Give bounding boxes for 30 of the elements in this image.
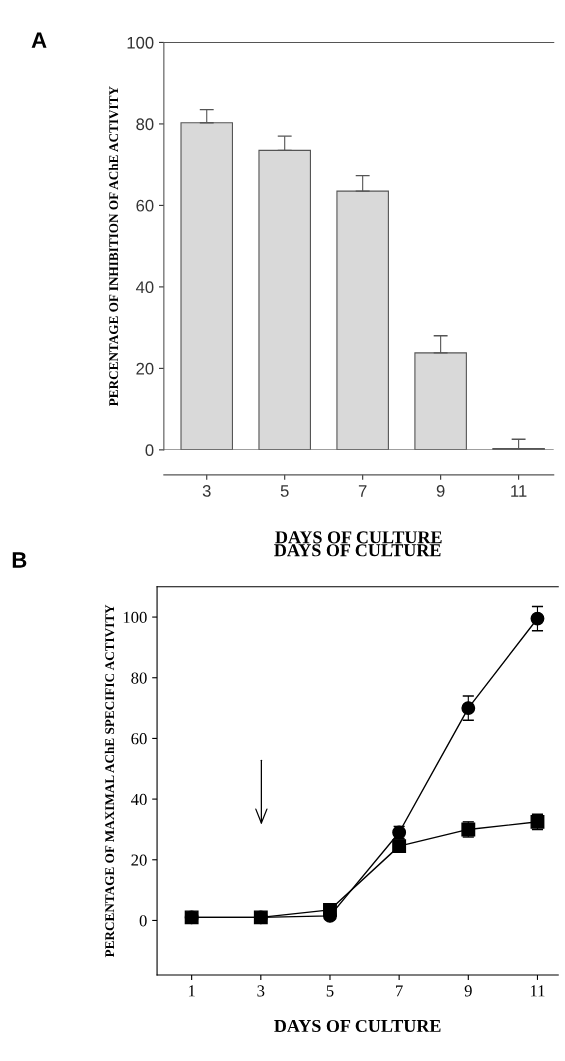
x-tick-label: 7 [358,485,367,497]
text: B [12,552,27,568]
x-tick-label: 11 [530,985,545,997]
y-axis-title: PERCENTAGE OF MAXIMAL AChE SPECIFIC ACTIVITY [104,604,115,958]
x-tick-label: 9 [436,485,445,497]
y-tick-label: 0 [145,444,154,457]
y-tick-label: 100 [123,611,147,624]
x-axis-title: DAYS OF CULTURE [274,1019,441,1033]
text: A [31,32,47,48]
y-tick-label: 20 [136,362,154,375]
x-tick-label: 9 [464,985,472,997]
y-tick-label: 80 [131,672,147,684]
y-tick-label: 0 [139,915,147,927]
x-tick-label: 1 [188,985,195,997]
x-tick-label: 5 [326,985,334,997]
y-tick-label: 40 [135,281,154,294]
y-tick-label: 100 [127,36,154,49]
y-axis-title: PERCENTAGE OF INHIBITION OF AChE ACTIVITY [108,86,119,407]
x-tick-label: 11 [511,485,527,497]
x-tick-label: 3 [202,485,211,497]
y-tick-label: 60 [131,733,147,745]
y-tick-label: 80 [136,118,154,131]
x-tick-label: 5 [280,485,289,497]
x-tick-label: 3 [257,985,265,997]
x-tick-label: 7 [396,985,403,997]
y-tick-label: 20 [131,854,147,866]
y-tick-label: 60 [136,199,154,212]
chart-title: DAYS OF CULTURE [274,544,441,557]
y-tick-label: 40 [131,793,147,806]
x-axis-title: DAYS OF CULTURE [275,531,442,544]
